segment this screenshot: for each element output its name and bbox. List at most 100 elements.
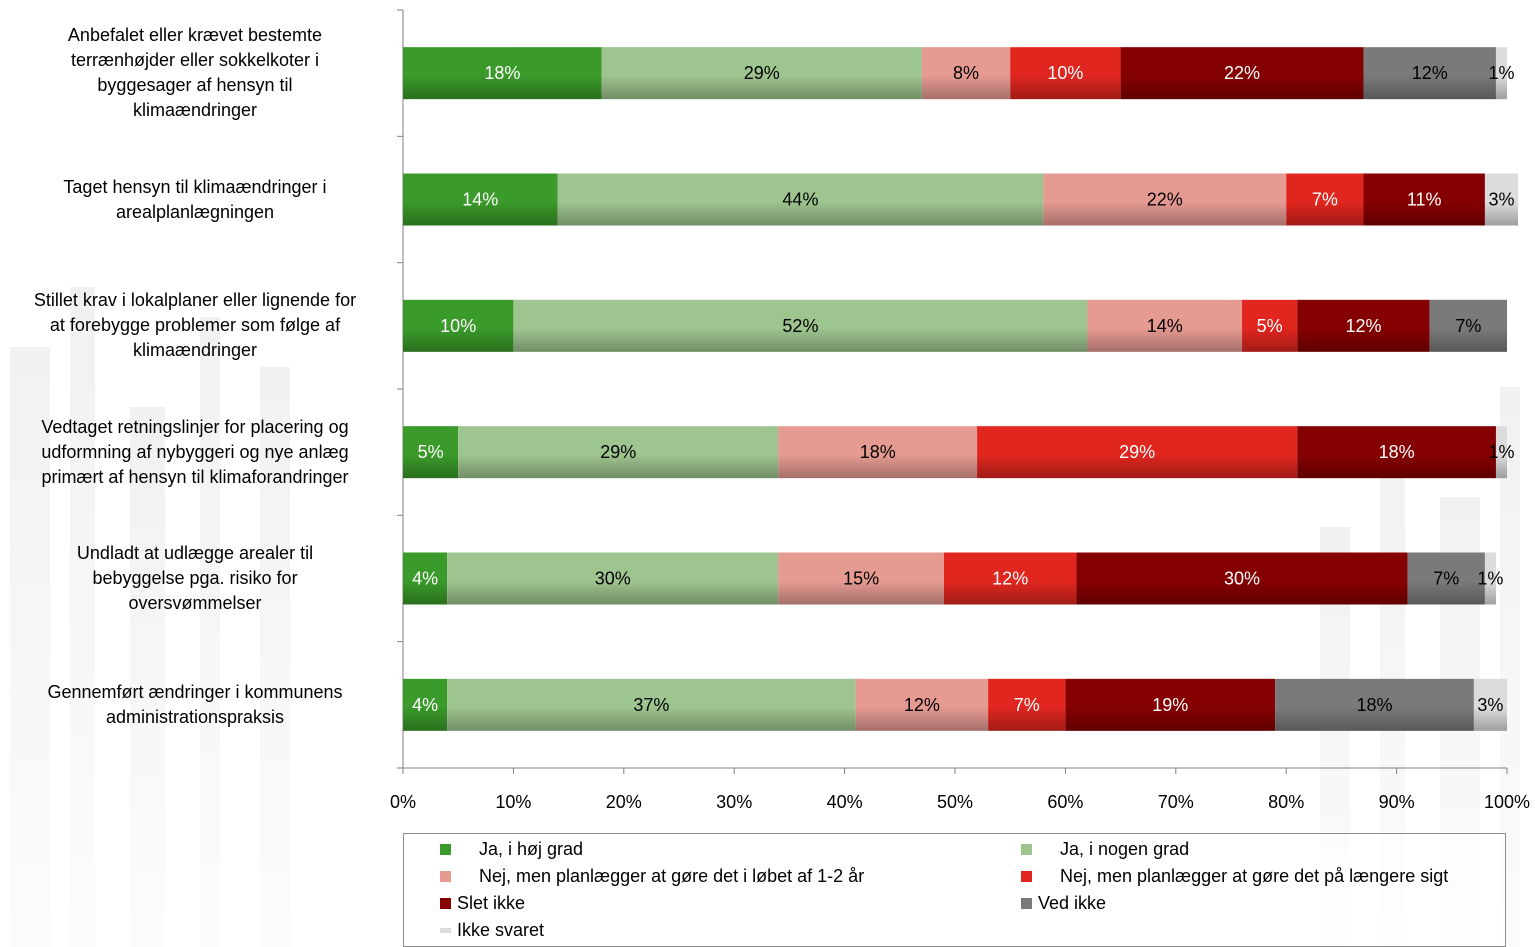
data-label: 5%	[418, 442, 444, 462]
category-label: Anbefalet eller krævet bestemte terrænhøj…	[0, 23, 390, 123]
background-stripe	[1500, 387, 1520, 947]
category-label: Undladt at udlægge arealer til bebyggelse…	[0, 541, 390, 616]
data-label: 7%	[1312, 190, 1338, 210]
x-tick-label: 60%	[1047, 792, 1083, 812]
bar-segment	[601, 47, 922, 100]
legend-item: Ved ikke	[1021, 892, 1106, 914]
bar-segment	[1495, 47, 1507, 100]
data-label: 29%	[600, 442, 636, 462]
data-label: 29%	[1119, 442, 1155, 462]
bar-segment	[921, 47, 1011, 100]
data-label: 1%	[1477, 569, 1503, 589]
bar-segment	[403, 678, 448, 731]
x-tick-label: 20%	[606, 792, 642, 812]
bar-segment	[1363, 173, 1485, 226]
category-label: Taget hensyn til klimaændringer i arealpl…	[0, 175, 390, 225]
legend: Ja, i høj grad Ja, i nogen grad Nej, men p…	[403, 833, 1506, 947]
x-tick-label: 50%	[937, 792, 973, 812]
data-label: 22%	[1224, 63, 1260, 83]
data-label: 19%	[1152, 695, 1188, 715]
legend-swatch	[440, 927, 451, 933]
data-label: 12%	[992, 569, 1028, 589]
x-tick-label: 100%	[1484, 792, 1530, 812]
legend-label: Slet ikke	[457, 892, 526, 913]
bar-segment	[1495, 426, 1507, 479]
bar-segment	[1065, 678, 1276, 731]
background-stripe	[260, 367, 290, 947]
legend-item: Ikke svaret	[440, 919, 544, 941]
category-label: Vedtaget retningslinjer for placering og…	[0, 415, 390, 490]
bar-segment	[1286, 173, 1364, 226]
bar-segment	[778, 426, 978, 479]
data-label: 7%	[1455, 316, 1481, 336]
bar-segment	[1429, 299, 1507, 352]
bar-segment	[403, 426, 459, 479]
background-stripe	[200, 317, 220, 947]
category-label-line: Taget hensyn til klimaændringer i	[63, 176, 327, 197]
category-label-line: Undladt at udlægge arealer til	[76, 543, 314, 563]
bar-segment	[778, 552, 944, 605]
data-label: 4%	[412, 569, 438, 589]
bar-segment	[403, 173, 558, 226]
data-label: 1%	[1488, 63, 1514, 83]
data-label: 18%	[1379, 442, 1415, 462]
legend-item: Nej, men planlægger at gøre det i løbet …	[440, 865, 864, 887]
category-label-line: udformning af nybyggeri og nye anlæg	[41, 441, 349, 462]
data-label: 30%	[1224, 569, 1260, 589]
bar-segment	[447, 552, 779, 605]
legend-label: Nej, men planlægger at gøre det i løbet …	[479, 865, 865, 886]
bar-segment	[1087, 299, 1243, 352]
category-label-line: Stillet krav i lokalplaner eller lignend…	[33, 290, 357, 311]
x-tick-label: 10%	[495, 792, 531, 812]
bar-segment	[1473, 678, 1507, 731]
x-tick-label: 70%	[1158, 792, 1194, 812]
bar-segment	[977, 426, 1298, 479]
data-label: 4%	[412, 695, 438, 715]
legend-item: Slet ikke	[440, 892, 525, 914]
data-label: 10%	[1047, 63, 1083, 83]
bar-segment	[1076, 552, 1408, 605]
bar-segment	[943, 552, 1077, 605]
bar-segment	[1010, 47, 1121, 100]
legend-swatch	[440, 870, 451, 882]
bar-segment	[1242, 299, 1298, 352]
data-label: 12%	[1412, 63, 1448, 83]
legend-label: Nej, men planlægger at gøre det på længe…	[1060, 865, 1449, 886]
data-label: 22%	[1147, 190, 1183, 210]
legend-item: Nej, men planlægger at gøre det på længe…	[1021, 865, 1448, 887]
legend-swatch	[440, 843, 451, 855]
x-tick-label: 80%	[1268, 792, 1304, 812]
bar-segment	[1363, 47, 1496, 100]
x-tick-label: 30%	[716, 792, 752, 812]
category-label-line: oversvømmelser	[128, 593, 262, 613]
x-tick-label: 90%	[1379, 792, 1415, 812]
bar-segment	[988, 678, 1066, 731]
data-label: 29%	[744, 63, 780, 83]
data-label: 44%	[782, 190, 818, 210]
data-label: 52%	[782, 316, 818, 336]
bar-segment	[513, 299, 1088, 352]
legend-swatch	[1021, 870, 1032, 882]
legend-swatch	[1021, 897, 1032, 909]
bar-segment	[403, 552, 448, 605]
bar-segment	[557, 173, 1044, 226]
data-label: 12%	[904, 695, 940, 715]
category-label-line: Vedtaget retningslinjer for placering og	[41, 416, 349, 437]
category-label: Stillet krav i lokalplaner eller lignend…	[0, 288, 390, 363]
category-label-line: arealplanlægningen	[115, 201, 275, 222]
data-label: 8%	[953, 63, 979, 83]
data-label: 37%	[633, 695, 669, 715]
data-label: 10%	[440, 316, 476, 336]
data-label: 18%	[860, 442, 896, 462]
data-label: 5%	[1257, 316, 1283, 336]
legend-label: Ja, i høj grad	[479, 838, 584, 859]
bar-segment	[1297, 426, 1496, 479]
x-tick-label: 40%	[827, 792, 863, 812]
category-label-line: at forebygge problemer som følge af	[49, 315, 341, 336]
bar-segment	[458, 426, 779, 479]
category-label-line: Anbefalet eller krævet bestemte	[67, 25, 323, 46]
data-label: 14%	[462, 190, 498, 210]
category-label-line: terrænhøjder eller sokkelkoter i	[70, 50, 320, 71]
background-stripe	[10, 347, 50, 947]
